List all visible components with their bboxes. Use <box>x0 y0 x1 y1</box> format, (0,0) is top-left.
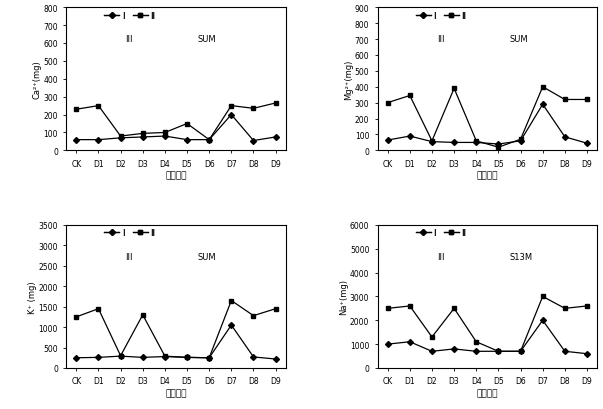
Y-axis label: Na⁺(mg): Na⁺(mg) <box>339 279 349 315</box>
Text: SUM: SUM <box>198 35 216 44</box>
Text: III: III <box>437 252 444 261</box>
X-axis label: 不同配方: 不同配方 <box>165 171 187 180</box>
Text: SUM: SUM <box>198 252 216 261</box>
X-axis label: 不同配方: 不同配方 <box>165 388 187 397</box>
Legend: I, II: I, II <box>415 11 467 22</box>
Y-axis label: Mg²⁺(mg): Mg²⁺(mg) <box>344 59 353 100</box>
Text: III: III <box>125 35 133 44</box>
Legend: I, II: I, II <box>103 11 156 22</box>
Y-axis label: K⁺ (mg): K⁺ (mg) <box>28 281 37 313</box>
Text: SUM: SUM <box>510 35 528 44</box>
Text: III: III <box>437 35 444 44</box>
Text: S13M: S13M <box>510 252 532 261</box>
X-axis label: 不同配方: 不同配方 <box>476 171 498 180</box>
X-axis label: 不同配方: 不同配方 <box>476 388 498 397</box>
Text: III: III <box>125 252 133 261</box>
Y-axis label: Ca²⁺(mg): Ca²⁺(mg) <box>33 60 42 99</box>
Legend: I, II: I, II <box>103 228 156 238</box>
Legend: I, II: I, II <box>415 228 467 238</box>
